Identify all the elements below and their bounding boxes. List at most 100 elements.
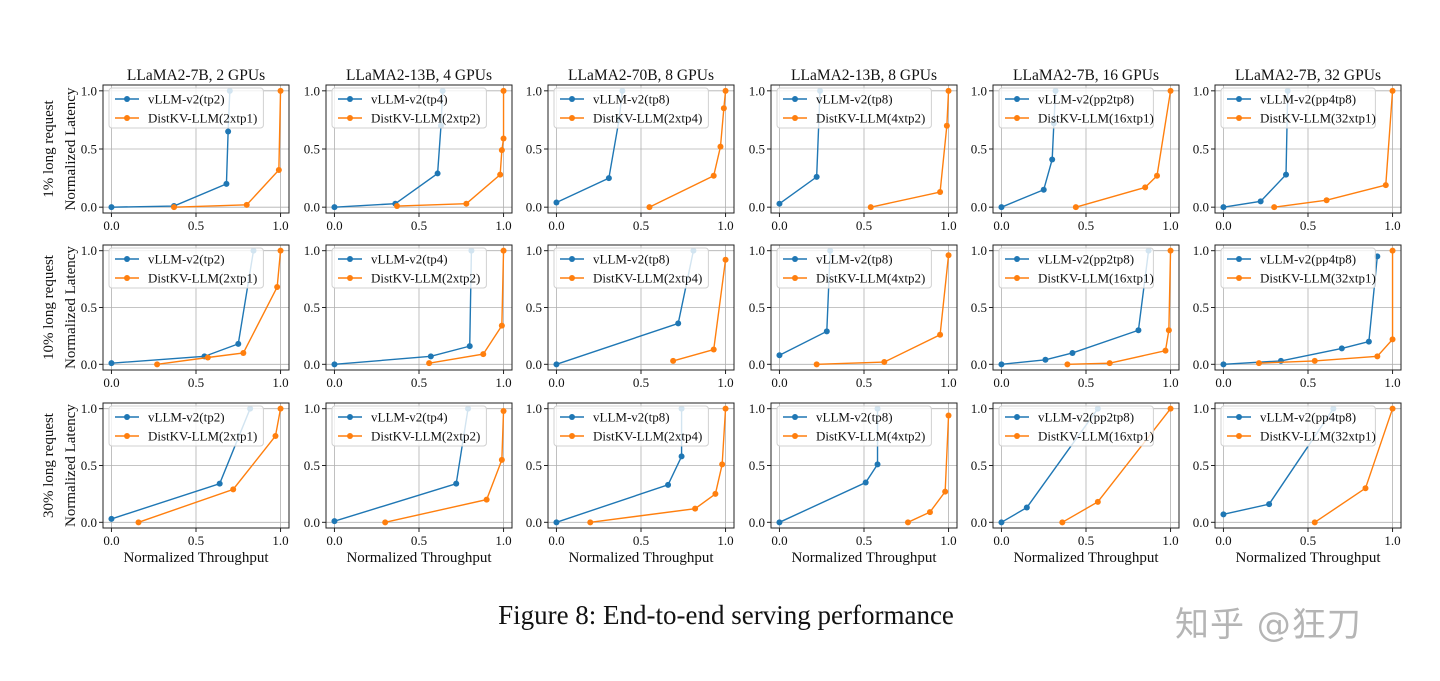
x-tick-label: 1.0	[1162, 533, 1178, 548]
x-tick-label: 0.0	[548, 533, 564, 548]
data-point-vllm	[108, 515, 115, 522]
data-point-distkv	[498, 456, 505, 463]
y-tick-label: 0.5	[749, 142, 765, 157]
data-point-distkv	[710, 346, 717, 353]
x-tick-label: 1.0	[940, 375, 956, 390]
legend-marker	[569, 275, 575, 281]
series-line-vllm	[1223, 90, 1289, 208]
row-label: 30% long request	[41, 412, 57, 518]
y-tick-label: 0.0	[526, 200, 542, 215]
data-point-distkv	[1271, 204, 1278, 211]
y-axis-label: Normalized Latency	[63, 404, 79, 527]
x-tick-label: 0.0	[1215, 218, 1231, 233]
subplot-r0-c1: 0.0 0.0 0.5 0.5 1.0 1.0 vLLM-v2(tp4) DistKV-LLM…	[304, 67, 513, 233]
data-point-distkv	[1106, 360, 1113, 367]
data-point-distkv	[945, 412, 952, 419]
x-tick-label: 1.0	[1384, 533, 1400, 548]
x-axis-label: Normalized Throughput	[1013, 550, 1159, 566]
data-point-distkv	[463, 200, 470, 207]
legend-label: DistKV-LLM(4xtp2)	[816, 271, 925, 286]
x-axis-label: Normalized Throughput	[791, 550, 937, 566]
y-tick-label: 1.0	[749, 243, 765, 258]
figure-caption: Figure 8: End-to-end serving performance	[498, 600, 954, 630]
x-tick-label: 0.0	[103, 375, 119, 390]
legend-frame	[331, 87, 487, 129]
legend-label: DistKV-LLM(2xtp1)	[148, 429, 257, 444]
legend-marker	[792, 256, 798, 262]
legend: vLLM-v2(tp4) DistKV-LLM(2xtp2)	[331, 405, 487, 447]
legend-marker	[347, 275, 353, 281]
data-point-distkv	[813, 361, 820, 368]
axes-frame	[1214, 84, 1402, 214]
legend-frame	[998, 247, 1154, 289]
subplot-r0-c5: 0.0 0.0 0.5 0.5 1.0 1.0 vLLM-v2(pp4tp8) DistKV-…	[1193, 67, 1402, 233]
axes-frame	[547, 402, 735, 529]
data-point-distkv	[1362, 485, 1369, 492]
legend-frame	[776, 405, 932, 447]
series-line-distkv	[173, 90, 282, 208]
y-tick-label: 1.0	[971, 83, 987, 98]
legend-label: DistKV-LLM(2xtp2)	[371, 429, 480, 444]
data-point-vllm	[998, 361, 1005, 368]
subplot-r2-c2: 0.0 0.0 0.5 0.5 1.0 1.0 vLLM-v2(tp8) DistKV-LLM…	[526, 401, 735, 566]
x-tick-label: 0.5	[633, 375, 649, 390]
y-tick-label: 0.0	[526, 515, 542, 530]
legend-marker	[1236, 275, 1242, 281]
data-point-vllm	[1220, 511, 1227, 518]
legend-label: vLLM-v2(tp8)	[593, 92, 670, 107]
series-line-distkv	[385, 410, 505, 524]
legend: vLLM-v2(pp4tp8) DistKV-LLM(32xtp1)	[1220, 87, 1376, 129]
y-tick-label: 1.0	[81, 83, 97, 98]
legend-marker	[569, 96, 575, 102]
data-point-vllm	[998, 519, 1005, 526]
legend-label: DistKV-LLM(32xtp1)	[1260, 111, 1376, 126]
legend-label: vLLM-v2(tp4)	[371, 92, 448, 107]
x-tick-label: 0.0	[1215, 375, 1231, 390]
data-point-distkv	[1389, 336, 1396, 343]
legend-marker	[1014, 275, 1020, 281]
y-tick-label: 0.5	[304, 458, 320, 473]
x-tick-label: 0.5	[1300, 218, 1316, 233]
y-tick-label: 0.0	[81, 515, 97, 530]
subplot-r0-c3: 0.0 0.0 0.5 0.5 1.0 1.0 vLLM-v2(tp8) DistKV-LLM…	[749, 67, 958, 233]
legend-label: vLLM-v2(pp2tp8)	[1038, 92, 1134, 107]
axes-frame	[1214, 244, 1402, 371]
y-tick-label: 0.5	[304, 142, 320, 157]
subplot-r0-c2: 0.0 0.0 0.5 0.5 1.0 1.0 vLLM-v2(tp8) DistKV-LLM…	[526, 67, 735, 233]
subplot-title: LLaMA2-13B, 4 GPUs	[346, 67, 492, 84]
data-point-distkv	[926, 509, 933, 516]
data-point-vllm	[331, 361, 338, 368]
data-point-distkv	[722, 405, 729, 412]
axes-frame	[325, 84, 513, 214]
data-point-distkv	[1165, 327, 1172, 334]
y-tick-label: 0.5	[971, 142, 987, 157]
legend-label: vLLM-v2(tp4)	[371, 252, 448, 267]
axes-frame	[770, 244, 958, 371]
subplot-r1-c3: 0.0 0.0 0.5 0.5 1.0 1.0 vLLM-v2(tp8) DistKV-LLM…	[749, 243, 958, 390]
data-point-distkv	[937, 189, 944, 196]
y-tick-label: 0.0	[971, 515, 987, 530]
legend-marker	[1014, 115, 1020, 121]
data-point-distkv	[497, 171, 504, 178]
x-tick-label: 0.0	[103, 533, 119, 548]
legend-label: DistKV-LLM(2xtp4)	[593, 429, 702, 444]
x-tick-label: 0.0	[993, 375, 1009, 390]
y-tick-label: 1.0	[81, 401, 97, 416]
legend-label: DistKV-LLM(4xtp2)	[816, 429, 925, 444]
y-tick-label: 0.0	[749, 357, 765, 372]
data-point-distkv	[937, 331, 944, 338]
data-point-vllm	[1040, 186, 1047, 193]
legend-marker	[1014, 433, 1020, 439]
y-tick-label: 1.0	[971, 401, 987, 416]
legend-label: DistKV-LLM(2xtp1)	[148, 271, 257, 286]
legend-marker	[347, 433, 353, 439]
legend-marker	[124, 256, 130, 262]
axes-frame	[325, 402, 513, 529]
x-tick-label: 1.0	[495, 533, 511, 548]
legend-marker	[1236, 414, 1242, 420]
legend-frame	[108, 87, 264, 129]
subplot-title: LLaMA2-13B, 8 GPUs	[791, 67, 937, 84]
x-tick-label: 0.5	[1078, 533, 1094, 548]
legend-label: vLLM-v2(tp8)	[593, 410, 670, 425]
data-point-vllm	[776, 200, 783, 207]
